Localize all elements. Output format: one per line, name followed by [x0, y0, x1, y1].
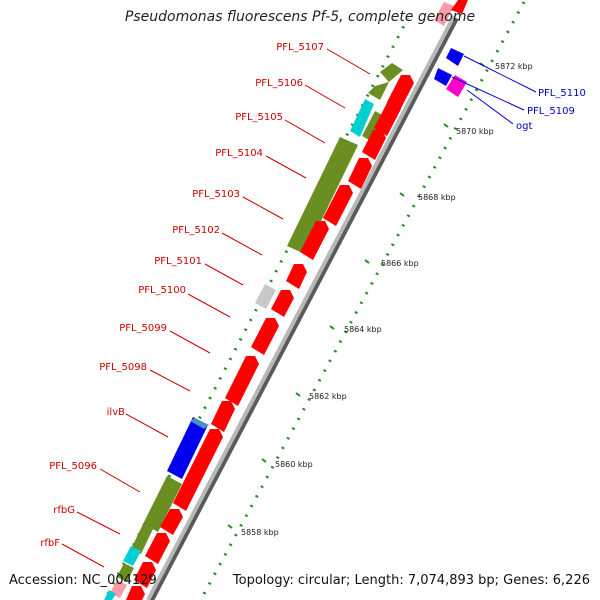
gene-label[interactable]: PFL_5110: [538, 88, 586, 99]
gene-block-pfl5106-cyan[interactable]: [350, 99, 374, 137]
right-features: [434, 48, 467, 97]
gene-block-ogt[interactable]: [446, 75, 467, 97]
kbp-labels: 5858 kbp 5860 kbp 5862 kbp 5864 kbp 5866…: [241, 62, 533, 537]
gene-label[interactable]: PFL_5104: [215, 148, 263, 159]
cds-arrow-6[interactable]: [300, 221, 329, 260]
tick-label: 5868 kbp: [418, 193, 456, 202]
gene-label[interactable]: PFL_5107: [276, 42, 324, 53]
cds-arrow-9[interactable]: [251, 318, 279, 355]
cds-arrow-14[interactable]: [145, 533, 170, 564]
gene-label[interactable]: PFL_5100: [138, 285, 186, 296]
gene-label[interactable]: PFL_5102: [172, 225, 220, 236]
topology-label: Topology: circular; Length: 7,074,893 bp…: [232, 573, 590, 588]
gene-block-ilvb-blue[interactable]: [167, 417, 208, 479]
cds-arrow-3[interactable]: [362, 130, 386, 160]
cog-features: [104, 2, 454, 600]
cds-arrow-12[interactable]: [173, 429, 223, 511]
tick-label: 5870 kbp: [456, 127, 494, 136]
gene-block-rfbg[interactable]: [131, 524, 153, 554]
tick-label: 5872 kbp: [495, 62, 533, 71]
cds-arrow-16[interactable]: [126, 586, 145, 600]
gene-label[interactable]: PFL_5109: [527, 106, 575, 117]
right-leader-lines: [451, 55, 537, 125]
left-leader-lines: [61, 48, 371, 568]
genome-title: Pseudomonas fluorescens Pf-5, complete g…: [124, 9, 476, 25]
tick-5858: [227, 524, 233, 529]
gene-label[interactable]: rfbF: [40, 538, 60, 549]
tick-label: 5864 kbp: [344, 325, 382, 334]
gene-block-cyan-low[interactable]: [123, 546, 141, 566]
gene-block-pfl5100[interactable]: [255, 284, 276, 309]
gene-block-top-pink[interactable]: [434, 2, 454, 26]
tick-5864: [329, 325, 335, 330]
cds-arrow-7[interactable]: [286, 264, 307, 289]
cds-arrow-top[interactable]: [451, 0, 468, 14]
gene-label[interactable]: PFL_5105: [235, 112, 283, 123]
gene-block-pfl5104-5103[interactable]: [287, 137, 358, 254]
backbone: [146, 15, 456, 600]
gene-label[interactable]: PFL_5101: [154, 256, 202, 267]
left-gene-labels: PFL_5107 PFL_5106 PFL_5105 PFL_5104 PFL_…: [40, 42, 324, 549]
gene-block-pfl5107[interactable]: [380, 63, 403, 82]
tick-5862: [295, 392, 301, 397]
tick-5866: [364, 259, 370, 264]
tick-label: 5858 kbp: [241, 528, 279, 537]
tick-5870: [443, 123, 449, 128]
gene-block-pfl5096[interactable]: [143, 476, 182, 532]
cds-arrow-4[interactable]: [348, 158, 372, 189]
cds-arrow-15[interactable]: [134, 562, 156, 588]
gene-block-ilvb-edge[interactable]: [190, 418, 209, 429]
tick-label: 5860 kbp: [275, 460, 313, 469]
gene-label[interactable]: PFL_5103: [192, 189, 240, 200]
cds-arrow-10[interactable]: [225, 356, 259, 406]
cds-arrow-8[interactable]: [271, 290, 294, 317]
gene-label[interactable]: ilvB: [107, 407, 125, 418]
gene-label[interactable]: ogt: [516, 121, 532, 132]
gene-label[interactable]: PFL_5106: [255, 78, 303, 89]
genome-backbone: [146, 15, 459, 600]
gene-label[interactable]: rfbG: [53, 505, 75, 516]
gene-arrow-pfl5110[interactable]: [446, 48, 464, 66]
cds-arrows: [126, 0, 468, 600]
cds-arrow-5[interactable]: [323, 185, 353, 226]
tick-label: 5866 kbp: [381, 259, 419, 268]
gene-block-rfbf[interactable]: [117, 563, 134, 582]
backbone-shadow: [147, 16, 459, 600]
right-gene-labels: PFL_5110 PFL_5109 ogt: [516, 88, 586, 132]
tick-label: 5862 kbp: [309, 392, 347, 401]
gene-label[interactable]: PFL_5098: [99, 362, 147, 373]
tick-5868: [399, 192, 405, 197]
accession-label: Accession: NC_004129: [9, 573, 157, 588]
gene-block-pfl5106-olive[interactable]: [368, 82, 389, 100]
gene-label[interactable]: PFL_5099: [119, 323, 167, 334]
gene-arrow-pfl5109[interactable]: [434, 68, 452, 86]
cds-arrow-2[interactable]: [374, 101, 401, 136]
guide-inner-right: [202, 1, 526, 595]
tick-5860: [261, 458, 267, 463]
gene-block-cyan-edge[interactable]: [104, 590, 116, 600]
cds-arrow-11[interactable]: [211, 401, 235, 432]
gene-label[interactable]: PFL_5096: [49, 461, 97, 472]
cds-arrow-13[interactable]: [160, 509, 183, 535]
